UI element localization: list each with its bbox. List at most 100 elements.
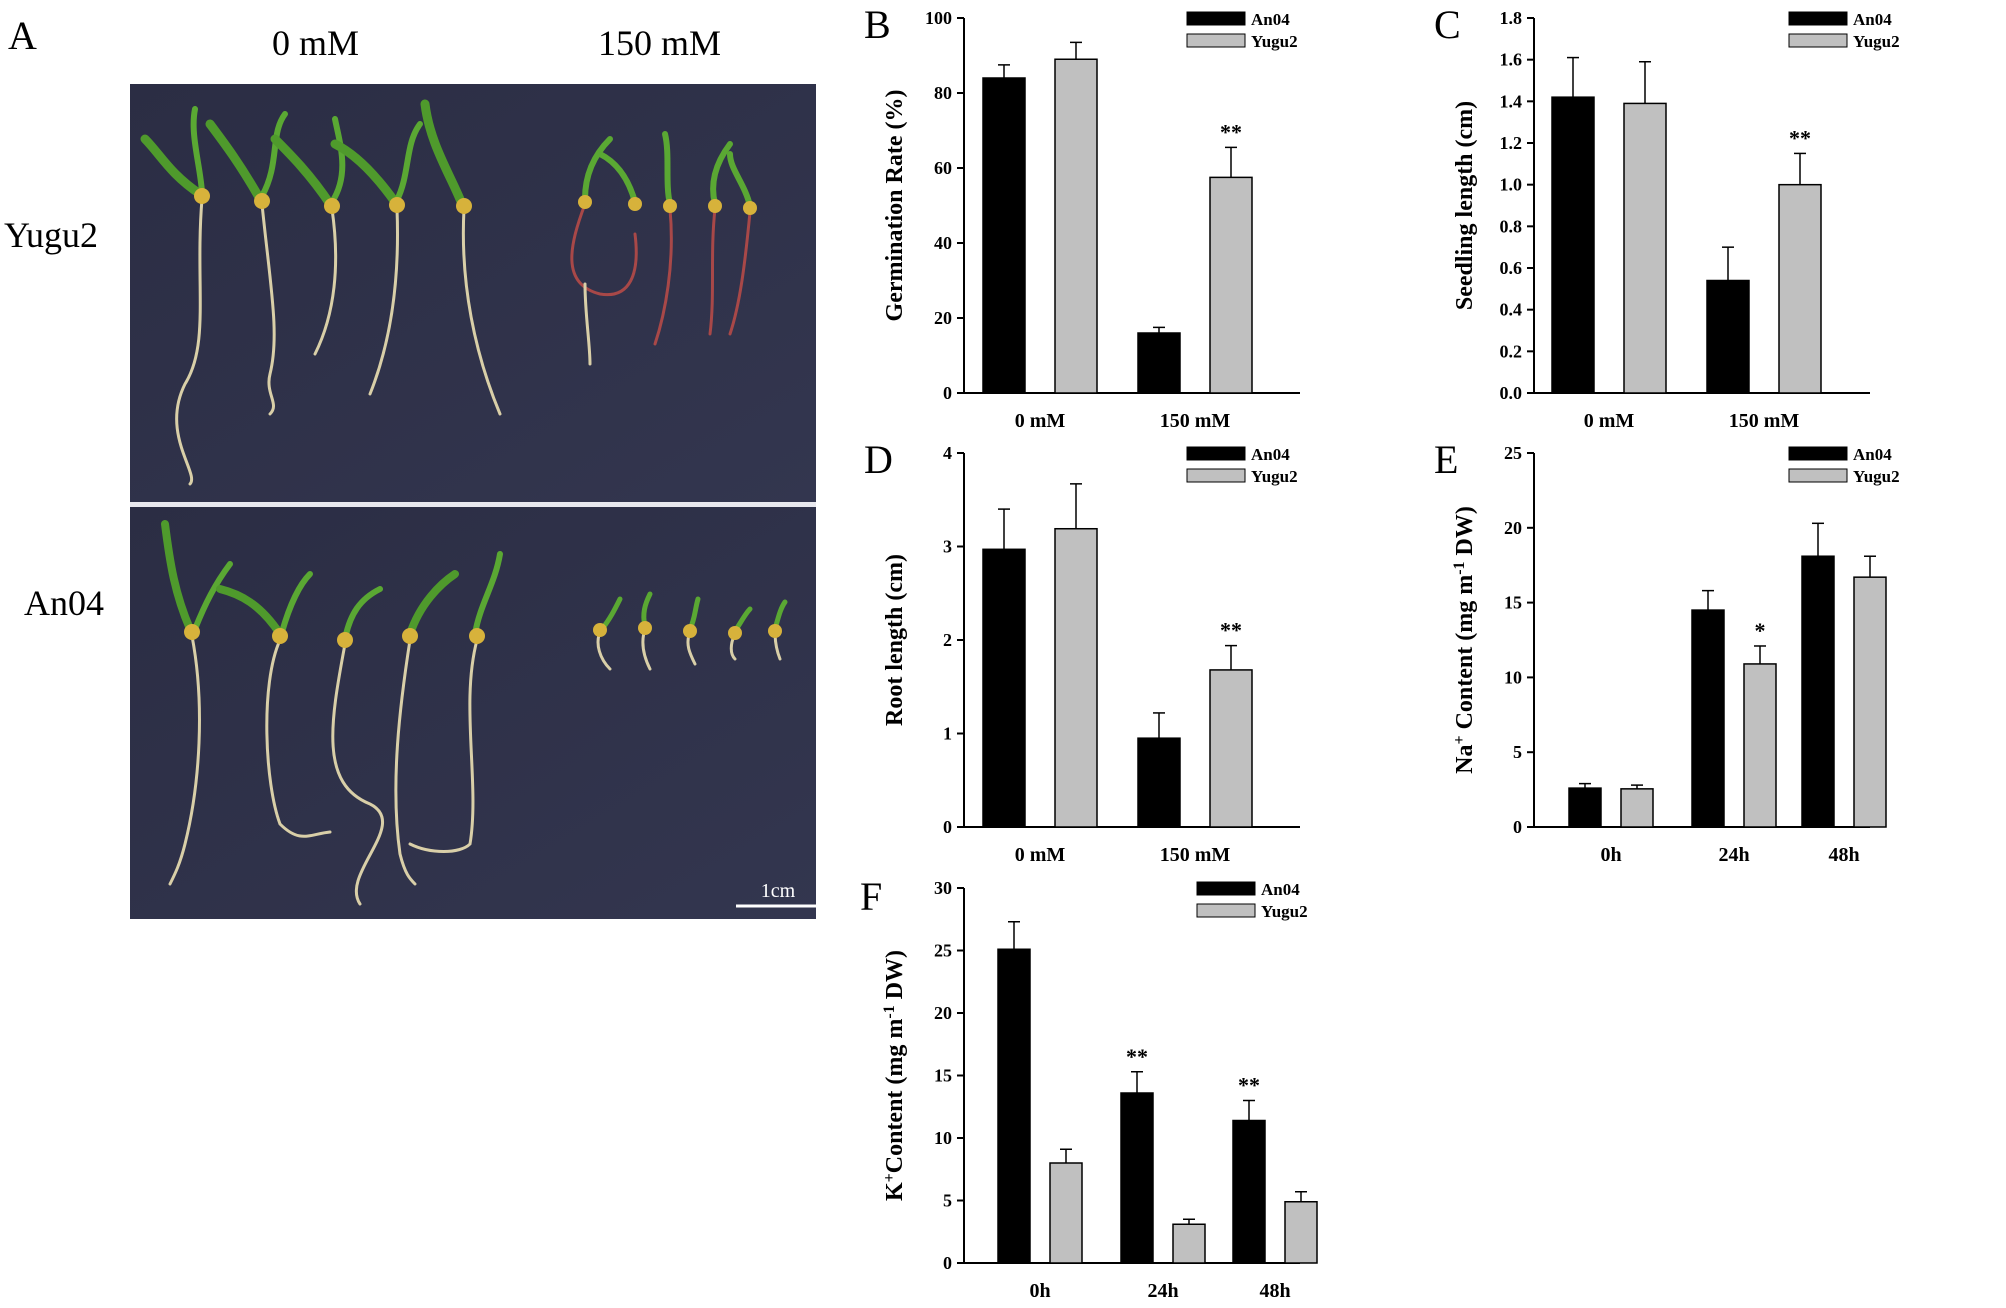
bar-yugu2-0 bbox=[1054, 527, 1098, 828]
y-axis-label: Seedling length (cm) bbox=[1452, 101, 1478, 310]
x-tick-label: 150 mM bbox=[1160, 410, 1231, 432]
y-tick-label: 20 bbox=[934, 1003, 952, 1023]
y-axis-label: Root length (cm) bbox=[882, 554, 908, 726]
bar-an04-0 bbox=[1568, 787, 1602, 828]
panel-letter-b: B bbox=[864, 2, 891, 47]
y-tick-label: 80 bbox=[934, 83, 952, 103]
y-tick-label: 15 bbox=[934, 1066, 952, 1086]
bar-yugu2-1 bbox=[1209, 669, 1253, 828]
y-tick-label: 1.8 bbox=[1500, 8, 1523, 28]
y-tick-label: 0.6 bbox=[1500, 258, 1523, 278]
bar-yugu2-0 bbox=[1620, 788, 1654, 828]
y-tick-label: 0.0 bbox=[1500, 383, 1523, 403]
panel-letter-e: E bbox=[1434, 437, 1458, 482]
y-tick-label: 40 bbox=[934, 233, 952, 253]
legend-swatch-an04 bbox=[1788, 446, 1848, 461]
y-axis-label-part: Content (mg m bbox=[1452, 575, 1478, 736]
legend-label-yugu2: Yugu2 bbox=[1261, 902, 1308, 921]
y-axis-label-part: K bbox=[882, 1182, 908, 1201]
photo-row-label-an04: An04 bbox=[24, 583, 104, 623]
y-tick-label: 20 bbox=[1504, 518, 1522, 538]
y-axis-label: Na+ Content (mg m-1 DW) bbox=[1451, 506, 1479, 774]
x-tick-label: 150 mM bbox=[1160, 844, 1231, 866]
photo-row-label-yugu2: Yugu2 bbox=[4, 215, 99, 255]
y-tick-label: 20 bbox=[934, 308, 952, 328]
seedlings-an04-control bbox=[161, 520, 503, 906]
panel-letter-d: D bbox=[864, 437, 893, 482]
y-tick-label: 0 bbox=[943, 817, 952, 837]
x-tick-label: 48h bbox=[1828, 844, 1859, 866]
y-axis-label-part: DW) bbox=[882, 950, 908, 1005]
y-axis-label: Germination Rate (%) bbox=[882, 90, 908, 322]
y-tick-label: 1.6 bbox=[1500, 50, 1523, 70]
legend-swatch-yugu2 bbox=[1186, 468, 1246, 483]
legend-label-yugu2: Yugu2 bbox=[1853, 467, 1900, 486]
legend-label-yugu2: Yugu2 bbox=[1251, 32, 1298, 51]
bar-an04-0 bbox=[1551, 96, 1595, 394]
y-axis-label-part: + bbox=[1451, 735, 1468, 744]
y-axis-label-part: Content (mg m bbox=[882, 1019, 908, 1174]
bar-yugu2-1 bbox=[1743, 663, 1777, 828]
x-tick-label: 0 mM bbox=[1015, 410, 1066, 432]
y-tick-label: 1.4 bbox=[1500, 91, 1523, 111]
significance-mark: ** bbox=[1238, 1073, 1260, 1098]
legend-swatch-an04 bbox=[1186, 446, 1246, 461]
x-tick-label: 0 mM bbox=[1015, 844, 1066, 866]
photo-col-label-150mm: 150 mM bbox=[598, 23, 722, 63]
legend-swatch-an04 bbox=[1788, 11, 1848, 26]
bar-yugu2-1 bbox=[1778, 183, 1822, 394]
legend-label-an04: An04 bbox=[1261, 880, 1300, 899]
significance-mark: ** bbox=[1220, 119, 1242, 144]
panel-letter-f: F bbox=[860, 874, 882, 919]
bar-an04-1 bbox=[1137, 332, 1181, 394]
x-tick-label: 150 mM bbox=[1729, 410, 1800, 432]
legend-label-an04: An04 bbox=[1251, 10, 1290, 29]
y-axis-label-part: -1 bbox=[881, 1005, 898, 1018]
y-tick-label: 30 bbox=[934, 878, 952, 898]
bar-an04-1 bbox=[1120, 1092, 1154, 1264]
legend-label-an04: An04 bbox=[1853, 10, 1892, 29]
bar-yugu2-2 bbox=[1284, 1201, 1318, 1264]
y-tick-label: 0.8 bbox=[1500, 216, 1523, 236]
y-tick-label: 5 bbox=[943, 1191, 952, 1211]
panel-letter-c: C bbox=[1434, 2, 1461, 47]
y-tick-label: 60 bbox=[934, 158, 952, 178]
bar-yugu2-0 bbox=[1054, 58, 1098, 394]
chart-b: B 0 20 40 60 80 100 Germination Rate (%) 0 mM ** 1… bbox=[864, 2, 1300, 432]
y-tick-label: 3 bbox=[943, 537, 952, 557]
legend-label-yugu2: Yugu2 bbox=[1853, 32, 1900, 51]
legend-label-yugu2: Yugu2 bbox=[1251, 467, 1298, 486]
x-tick-label: 48h bbox=[1259, 1280, 1290, 1302]
y-tick-label: 1 bbox=[943, 724, 952, 744]
bar-yugu2-0 bbox=[1623, 102, 1667, 394]
bar-an04-1 bbox=[1691, 609, 1725, 828]
panel-letter-a: A bbox=[8, 13, 37, 58]
seedlings-an04-salt bbox=[593, 591, 788, 671]
y-tick-label: 0 bbox=[943, 383, 952, 403]
y-tick-label: 10 bbox=[1504, 667, 1522, 687]
seedlings-yugu2-salt bbox=[570, 131, 757, 366]
scale-bar-label: 1cm bbox=[761, 880, 796, 902]
y-tick-label: 0.2 bbox=[1500, 341, 1523, 361]
y-tick-label: 2 bbox=[943, 630, 952, 650]
y-axis-label-part: DW) bbox=[1452, 506, 1478, 561]
bar-an04-2 bbox=[1801, 555, 1835, 828]
legend-label-an04: An04 bbox=[1251, 445, 1290, 464]
y-axis-label-part: + bbox=[881, 1173, 898, 1182]
bar-an04-1 bbox=[1137, 737, 1181, 828]
significance-mark: ** bbox=[1126, 1044, 1148, 1069]
seedlings-yugu2-control bbox=[140, 99, 502, 486]
legend-label-an04: An04 bbox=[1853, 445, 1892, 464]
y-tick-label: 25 bbox=[1504, 443, 1522, 463]
chart-e: E 0 5 10 15 20 25 Na+ Content (mg m-1 DW) 0h * 24h… bbox=[1434, 437, 1900, 866]
chart-c: C 0.0 0.2 0.4 0.6 0.8 1.0 1.2 1.4 1.6 1.8 Seedling … bbox=[1434, 2, 1900, 432]
bar-yugu2-1 bbox=[1209, 176, 1253, 394]
significance-mark: ** bbox=[1789, 125, 1811, 150]
legend-swatch-an04 bbox=[1186, 11, 1246, 26]
x-tick-label: 0h bbox=[1029, 1280, 1050, 1302]
y-tick-label: 15 bbox=[1504, 593, 1522, 613]
y-tick-label: 100 bbox=[925, 8, 952, 28]
y-tick-label: 0.4 bbox=[1500, 300, 1523, 320]
y-axis-label: K+Content (mg m-1 DW) bbox=[881, 950, 909, 1201]
x-tick-label: 24h bbox=[1147, 1280, 1178, 1302]
